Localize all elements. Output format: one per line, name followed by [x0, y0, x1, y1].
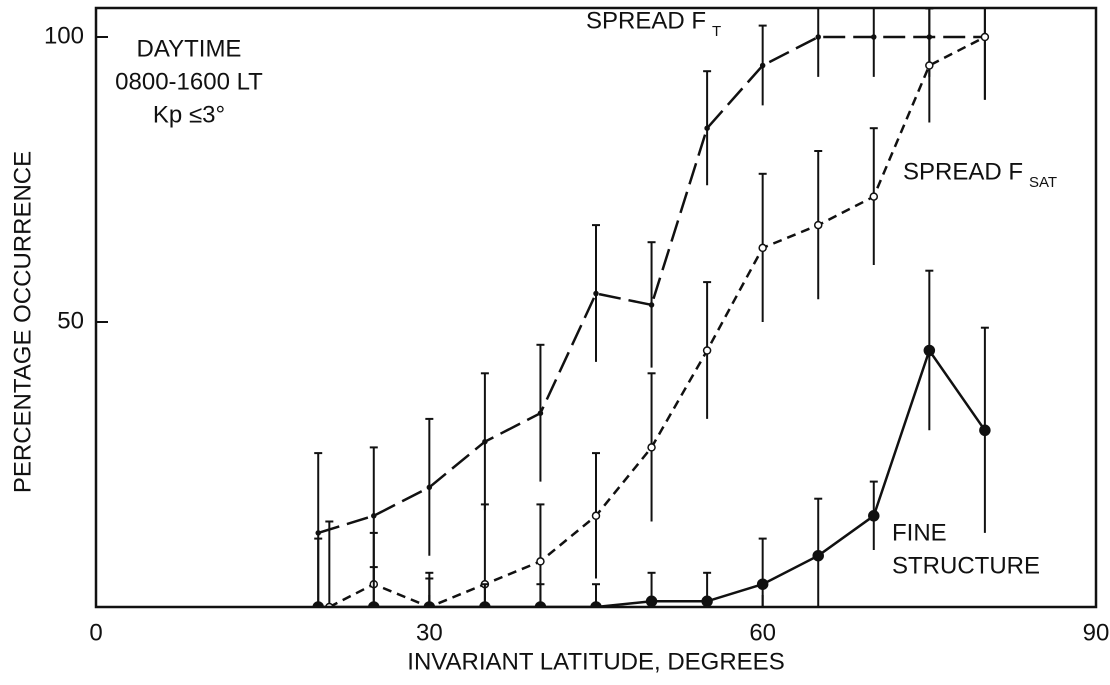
data-point — [813, 220, 823, 230]
data-point — [645, 595, 658, 607]
series-label: SPREAD F — [586, 7, 706, 34]
data-point — [980, 32, 990, 42]
data-point — [482, 438, 488, 445]
y-tick-label: 50 — [57, 307, 84, 334]
x-tick-label: 30 — [416, 619, 443, 646]
series-label: FINE — [892, 519, 947, 546]
data-point — [759, 62, 766, 69]
data-point — [979, 424, 991, 437]
data-point — [426, 484, 433, 491]
annotation: 0800-1600 LT — [115, 68, 263, 95]
x-tick-label: 90 — [1083, 619, 1110, 646]
data-point — [756, 578, 769, 590]
data-point — [923, 344, 936, 357]
series-label: SPREAD F — [903, 158, 1023, 185]
data-point — [537, 410, 544, 416]
data-point — [591, 511, 601, 521]
data-point — [815, 34, 821, 40]
data-point — [371, 513, 377, 519]
data-point — [758, 243, 767, 253]
annotation: Kp ≤3° — [153, 101, 225, 128]
series-line — [328, 35, 986, 607]
data-point — [871, 34, 877, 40]
series-label-sub: T — [712, 23, 721, 40]
annotation: DAYTIME — [137, 35, 242, 62]
data-point — [593, 290, 599, 297]
data-point — [701, 595, 713, 607]
data-point — [315, 530, 321, 536]
data-point — [925, 61, 934, 70]
data-point — [648, 302, 655, 308]
data-point — [536, 557, 545, 566]
x-tick-label: 0 — [89, 619, 102, 646]
data-point — [704, 125, 710, 131]
plot-area — [312, 8, 991, 607]
x-tick-label: 60 — [749, 619, 776, 646]
data-point — [479, 601, 491, 607]
series-label-sub: SAT — [1029, 174, 1057, 191]
data-point — [534, 601, 547, 607]
x-axis-label: INVARIANT LATITUDE, DEGREES — [407, 648, 784, 675]
data-point — [647, 443, 656, 452]
data-point — [590, 601, 602, 607]
series-label: STRUCTURE — [892, 552, 1040, 579]
data-point — [368, 601, 380, 607]
y-axis-label: PERCENTAGE OCCURRENCE — [9, 151, 36, 493]
data-point — [812, 549, 824, 562]
data-point — [312, 601, 324, 607]
y-tick-label: 100 — [44, 22, 84, 49]
data-point — [869, 192, 879, 201]
data-point — [423, 601, 436, 607]
data-point — [702, 346, 712, 355]
data-point — [868, 510, 880, 522]
